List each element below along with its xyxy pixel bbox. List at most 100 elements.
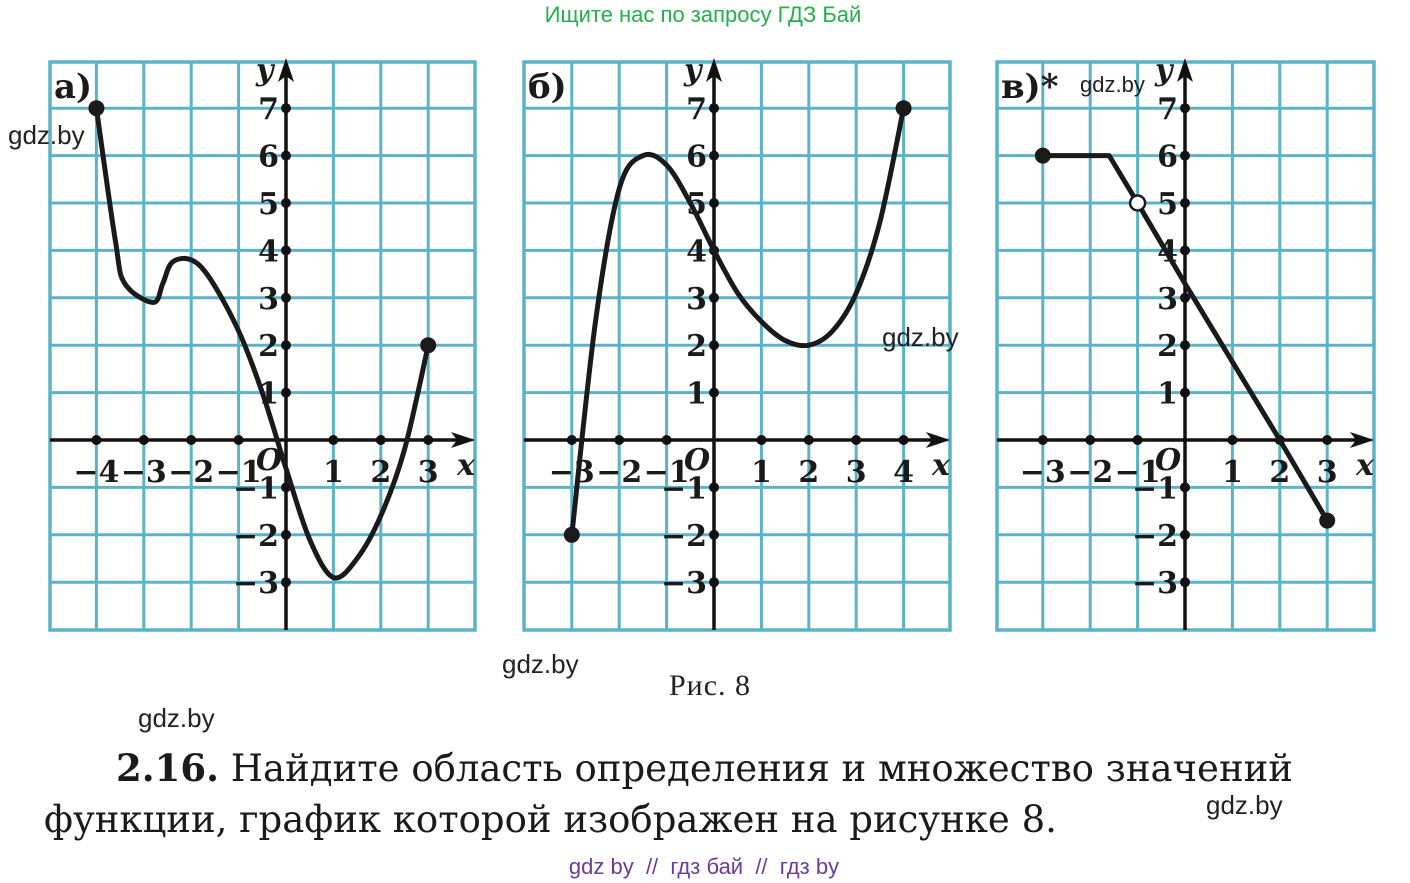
y-tick-label: 4 xyxy=(686,234,707,269)
y-tick-label: 6 xyxy=(1157,140,1178,175)
watermark-1: gdz.by xyxy=(8,120,85,150)
y-axis-label: y xyxy=(255,53,276,88)
x-tick-dot xyxy=(91,435,102,445)
origin-label: O xyxy=(684,443,710,478)
x-tick-label: 1 xyxy=(751,455,772,490)
y-tick-dot xyxy=(1180,292,1190,303)
y-tick-dot xyxy=(709,150,719,161)
x-axis-arrow xyxy=(926,432,950,448)
y-tick-label: 2 xyxy=(258,329,279,364)
y-tick-dot xyxy=(709,482,719,493)
x-tick-label: 2 xyxy=(370,455,391,490)
y-tick-dot xyxy=(281,529,291,540)
y-tick-label: −3 xyxy=(1132,566,1178,601)
y-tick-dot xyxy=(1180,245,1190,256)
y-tick-dot xyxy=(1180,103,1190,114)
x-tick-dot xyxy=(186,435,197,445)
plot-frame xyxy=(522,60,952,632)
y-tick-label: 7 xyxy=(258,92,279,127)
y-tick-dot xyxy=(709,198,719,208)
x-tick-label: −3 xyxy=(1020,455,1066,490)
watermark-3: gdz.by xyxy=(882,322,959,352)
y-tick-label: 3 xyxy=(258,282,279,317)
header-search-link[interactable]: Ищите нас по запросу ГДЗ Бай xyxy=(545,2,862,27)
y-tick-dot xyxy=(1180,198,1190,208)
x-tick-dot xyxy=(1132,435,1143,445)
y-tick-dot xyxy=(709,529,719,540)
y-tick-label: 2 xyxy=(686,329,707,364)
x-tick-label: 2 xyxy=(1269,455,1290,490)
y-tick-dot xyxy=(709,103,719,114)
y-tick-label: 5 xyxy=(258,187,279,222)
x-tick-dot xyxy=(1322,435,1333,445)
y-tick-dot xyxy=(281,198,291,208)
y-tick-label: 7 xyxy=(1157,92,1178,127)
y-tick-label: −1 xyxy=(661,471,707,506)
y-tick-label: 1 xyxy=(686,377,707,412)
y-tick-dot xyxy=(1180,387,1190,398)
y-tick-dot xyxy=(281,340,291,351)
y-tick-label: 5 xyxy=(686,187,707,222)
y-tick-dot xyxy=(1180,340,1190,351)
x-tick-dot xyxy=(851,435,862,445)
y-tick-dot xyxy=(709,292,719,303)
task-line-2: функции, график которой изображен на рис… xyxy=(44,798,1057,841)
x-tick-dot xyxy=(1227,435,1238,445)
x-tick-dot xyxy=(233,435,244,445)
y-tick-label: 4 xyxy=(258,234,279,269)
function-graph xyxy=(1040,153,1330,524)
footer-links[interactable]: gdz by // гдз бай // гдз by xyxy=(569,854,839,879)
y-tick-dot xyxy=(281,245,291,256)
y-tick-dot xyxy=(281,292,291,303)
y-tick-dot xyxy=(281,577,291,588)
filled-endpoint xyxy=(88,100,105,117)
x-tick-label: −1 xyxy=(1115,455,1161,490)
x-tick-label: 3 xyxy=(418,455,439,490)
x-tick-label: 1 xyxy=(1222,455,1243,490)
x-tick-dot xyxy=(423,435,434,445)
y-tick-dot xyxy=(709,577,719,588)
y-axis-arrow xyxy=(706,58,722,82)
x-tick-dot xyxy=(138,435,149,445)
y-tick-dot xyxy=(281,387,291,398)
y-tick-label: 6 xyxy=(686,140,707,175)
x-tick-dot xyxy=(328,435,339,445)
panel-label: в)* xyxy=(1001,67,1059,107)
function-graph xyxy=(93,105,431,581)
hollow-endpoint xyxy=(1128,194,1147,212)
y-tick-dot xyxy=(709,340,719,351)
function-graph xyxy=(569,105,907,538)
y-tick-dot xyxy=(281,482,291,493)
y-axis-label: y xyxy=(1154,53,1175,88)
x-tick-label: −2 xyxy=(168,455,214,490)
y-tick-label: 2 xyxy=(1157,329,1178,364)
filled-endpoint xyxy=(1034,147,1051,164)
y-axis-label: y xyxy=(683,53,704,88)
y-tick-label: 3 xyxy=(1157,282,1178,317)
watermark-2: gdz.by xyxy=(1080,72,1145,97)
y-tick-dot xyxy=(1180,150,1190,161)
x-tick-label: −2 xyxy=(1067,455,1113,490)
x-tick-label: −4 xyxy=(73,455,119,490)
y-tick-label: −1 xyxy=(233,471,279,506)
x-tick-label: −3 xyxy=(121,455,167,490)
task-text-1: Найдите область определения и множество … xyxy=(230,747,1293,790)
task-number: 2.16. xyxy=(116,746,219,790)
x-tick-dot xyxy=(1037,435,1048,445)
x-tick-label: 1 xyxy=(323,455,344,490)
x-axis-arrow xyxy=(1350,432,1374,448)
x-tick-label: 3 xyxy=(846,455,867,490)
x-tick-label: −2 xyxy=(596,455,642,490)
y-tick-label: −2 xyxy=(1132,519,1178,554)
x-tick-label: −1 xyxy=(644,455,690,490)
x-tick-dot xyxy=(803,435,814,445)
x-tick-dot xyxy=(566,435,577,445)
filled-endpoint xyxy=(1319,512,1336,529)
y-tick-label: −3 xyxy=(661,566,707,601)
y-tick-label: 3 xyxy=(686,282,707,317)
